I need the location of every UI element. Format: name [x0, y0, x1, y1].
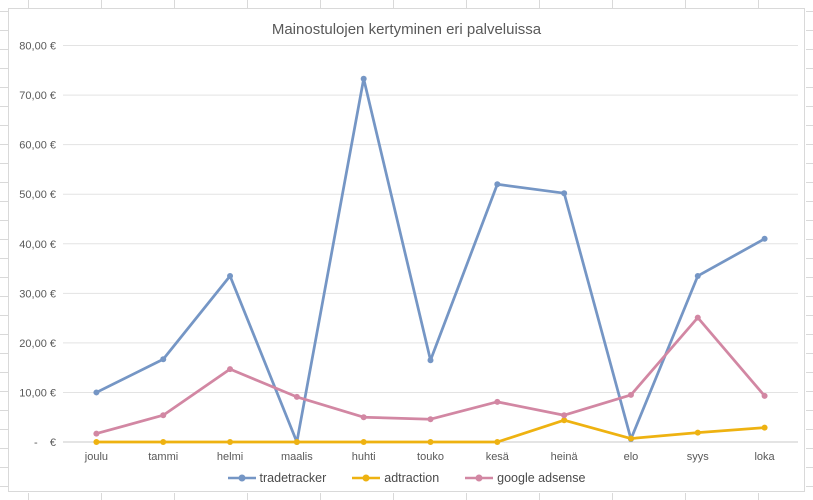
data-point-google-adsense[interactable] — [561, 412, 568, 419]
legend-label: adtraction — [384, 471, 440, 485]
series-line-tradetracker[interactable] — [95, 77, 766, 444]
data-point-tradetracker[interactable] — [93, 389, 100, 396]
data-point-adtraction[interactable] — [227, 439, 234, 445]
y-tick-label: 10,00 € — [19, 387, 56, 399]
data-point-google-adsense[interactable] — [93, 430, 100, 437]
legend-item-tradetracker[interactable]: tradetracker — [227, 471, 327, 485]
legend-label: tradetracker — [259, 471, 327, 485]
data-point-adtraction[interactable] — [494, 439, 501, 445]
x-category-label: huhti — [352, 451, 376, 463]
data-point-google-adsense[interactable] — [293, 393, 300, 400]
series-line-adtraction[interactable] — [95, 418, 766, 444]
data-point-adtraction[interactable] — [761, 424, 768, 431]
x-category-label: helmi — [217, 451, 243, 463]
data-point-google-adsense[interactable] — [427, 416, 434, 423]
y-tick-label: 60,00 € — [19, 140, 56, 152]
data-point-tradetracker[interactable] — [227, 272, 234, 279]
y-tick-label: 80,00 € — [19, 41, 56, 53]
data-point-adtraction[interactable] — [627, 435, 634, 442]
data-point-google-adsense[interactable] — [360, 414, 367, 421]
x-category-label: touko — [417, 451, 444, 463]
legend-marker — [475, 474, 483, 482]
data-point-adtraction[interactable] — [93, 439, 100, 445]
data-point-adtraction[interactable] — [427, 439, 434, 445]
x-category-label: joulu — [84, 451, 108, 463]
series-line-google-adsense[interactable] — [95, 316, 766, 435]
data-point-tradetracker[interactable] — [494, 181, 501, 188]
sheet-gridlines-bottom — [0, 493, 813, 500]
data-point-adtraction[interactable] — [360, 439, 367, 445]
sheet-gridlines-top — [0, 0, 813, 8]
y-tick-label: 40,00 € — [19, 239, 56, 251]
legend-marker — [362, 474, 370, 482]
legend-item-adtraction[interactable]: adtraction — [352, 471, 439, 485]
x-category-label: maalis — [281, 451, 313, 463]
x-category-label: heinä — [551, 451, 579, 463]
data-point-google-adsense[interactable] — [627, 391, 634, 398]
legend-swatch-icon — [227, 474, 256, 482]
data-point-tradetracker[interactable] — [694, 272, 701, 279]
data-point-tradetracker[interactable] — [160, 356, 167, 363]
y-tick-label: 70,00 € — [19, 90, 56, 102]
legend-swatch-icon — [465, 474, 494, 482]
data-point-google-adsense[interactable] — [160, 412, 167, 419]
x-category-label: kesä — [486, 451, 510, 463]
legend: tradetracker adtraction google adsense — [9, 471, 804, 485]
data-point-tradetracker[interactable] — [427, 357, 434, 364]
legend-item-google-adsense[interactable]: google adsense — [465, 471, 585, 485]
y-tick-label: - € — [34, 437, 56, 449]
data-point-adtraction[interactable] — [160, 439, 167, 445]
x-category-label: elo — [624, 451, 639, 463]
data-point-adtraction[interactable] — [694, 429, 701, 436]
data-point-tradetracker[interactable] — [561, 190, 568, 197]
data-point-adtraction[interactable] — [293, 439, 300, 445]
chart[interactable]: Mainostulojen kertyminen eri palveluissa… — [8, 8, 805, 492]
y-tick-label: 20,00 € — [19, 338, 56, 350]
data-point-google-adsense[interactable] — [761, 392, 768, 399]
chart-title[interactable]: Mainostulojen kertyminen eri palveluissa — [271, 21, 542, 38]
data-point-adtraction[interactable] — [561, 417, 568, 424]
data-point-tradetracker[interactable] — [761, 235, 768, 242]
plot-area: 80,00 € 70,00 € 60,00 € 50,00 € 40,00 € 30,00… — [19, 41, 798, 463]
x-category-label: loka — [754, 451, 775, 463]
data-point-google-adsense[interactable] — [227, 366, 234, 373]
x-category-label: tammi — [148, 451, 178, 463]
data-point-google-adsense[interactable] — [694, 314, 701, 321]
sheet-gridlines-left — [0, 0, 8, 500]
sheet-gridlines-right — [806, 0, 813, 500]
legend-swatch-icon — [352, 474, 381, 482]
data-point-tradetracker[interactable] — [360, 75, 367, 82]
legend-marker — [238, 474, 246, 482]
x-category-label: syys — [687, 451, 710, 463]
data-point-google-adsense[interactable] — [494, 398, 501, 405]
legend-label: google adsense — [497, 471, 586, 485]
y-tick-label: 50,00 € — [19, 189, 56, 201]
y-tick-label: 30,00 € — [19, 288, 56, 300]
